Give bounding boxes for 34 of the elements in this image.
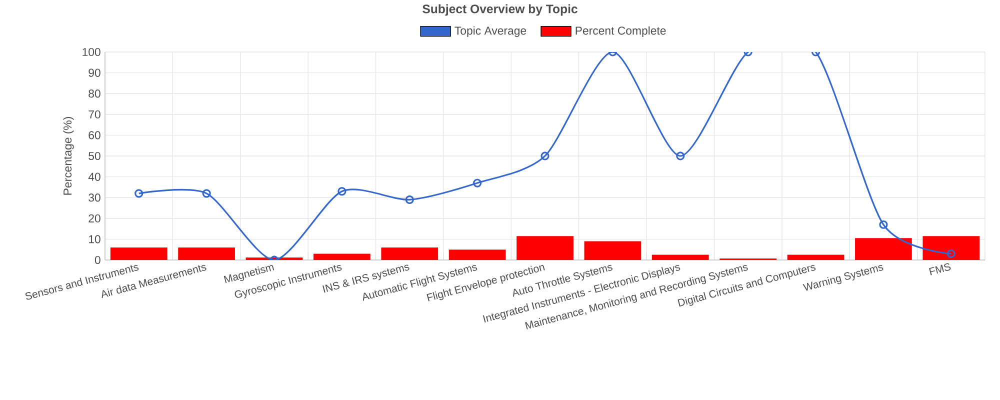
point	[202, 189, 211, 198]
point	[405, 195, 414, 204]
bar	[855, 238, 912, 260]
bar	[516, 236, 574, 260]
bar	[110, 248, 168, 260]
y-tick-label: 80	[88, 90, 100, 98]
bar	[787, 254, 844, 260]
point	[676, 152, 685, 160]
y-tick-label: 0	[94, 256, 100, 264]
legend-label: Topic Average	[454, 26, 526, 37]
y-tick-label: 70	[88, 110, 100, 118]
bar	[178, 248, 235, 260]
y-tick-label: 10	[89, 235, 100, 244]
y-tick-label: 100	[82, 48, 100, 56]
bar	[314, 254, 370, 260]
y-tick-label: 50	[88, 152, 100, 160]
bar	[584, 241, 642, 260]
point	[473, 178, 482, 188]
legend-label: Percent Complete	[576, 26, 666, 37]
y-tick-label: 60	[88, 131, 100, 140]
bar	[381, 248, 438, 260]
point	[540, 152, 550, 160]
x-tick-label: FMS	[929, 263, 951, 276]
point	[338, 187, 346, 196]
y-tick-label: 30	[88, 194, 100, 202]
y-tick-label: 90	[88, 68, 100, 77]
bar	[448, 250, 506, 260]
bar	[922, 236, 980, 260]
y-tick-label: 40	[88, 172, 100, 181]
bar	[652, 254, 709, 260]
point	[879, 220, 888, 229]
y-axis-title: Percentage (%)	[63, 117, 74, 195]
chart-title: Subject Overview by Topic	[422, 4, 578, 16]
y-tick-label: 20	[88, 214, 100, 222]
